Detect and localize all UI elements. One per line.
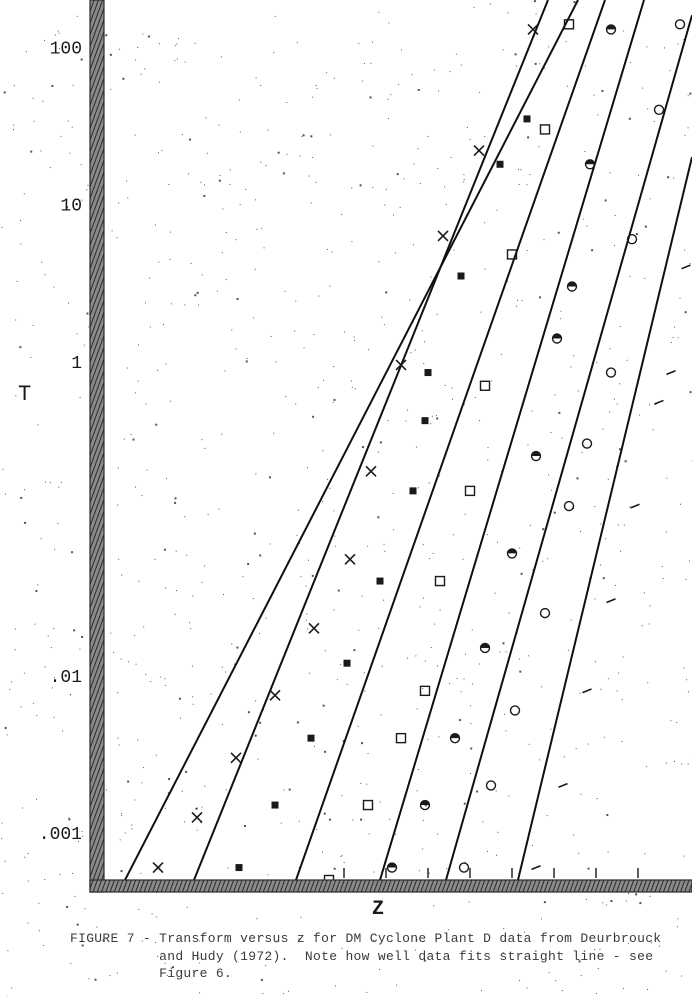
data-series: [153, 20, 691, 885]
chart-svg: .001 .01 1 10 100 T Z: [0, 0, 692, 996]
fit-line-L5: [446, 15, 692, 880]
fit-line-L2: [194, 0, 548, 880]
series-s_tick: [532, 265, 691, 869]
x-axis-label: Z: [372, 898, 384, 921]
y-tick-label: .001: [39, 825, 82, 845]
fit-lines: [125, 0, 692, 880]
series-s_half_circle: [388, 25, 616, 872]
y-tick-label: 1: [71, 354, 82, 374]
y-tick-label: 100: [50, 40, 82, 60]
figure-stage: .001 .01 1 10 100 T Z FIGURE 7 - Transform ver…: [0, 0, 692, 996]
figure-caption: FIGURE 7 - Transform versus z for DM Cyc…: [70, 930, 661, 983]
series-s_cross: [153, 24, 538, 872]
plot-area: [125, 0, 692, 885]
fit-line-L6: [518, 157, 692, 880]
fit-line-L4: [380, 0, 644, 880]
fit-line-L1: [125, 0, 578, 880]
y-axis-frame: [90, 0, 104, 892]
y-tick-label: .01: [50, 668, 82, 688]
fit-line-L3: [296, 0, 605, 880]
series-s_filled_square: [236, 115, 531, 871]
y-axis-label: T: [18, 382, 31, 407]
x-axis-frame: [90, 880, 692, 892]
series-s_open_circle: [460, 20, 685, 872]
y-tick-label: 10: [60, 197, 82, 217]
